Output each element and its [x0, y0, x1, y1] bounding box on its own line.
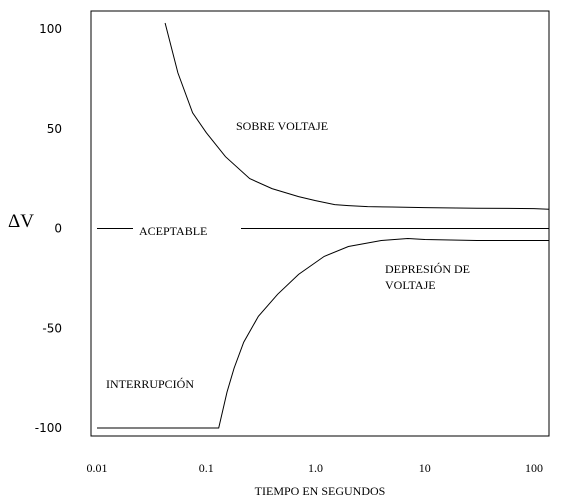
x-tick-label: 0.1: [199, 461, 214, 475]
x-tick-label: 100: [525, 461, 543, 475]
x-tick-label: 1.0: [308, 461, 323, 475]
over-voltage-curve: [164, 22, 550, 210]
y-tick-label: -100: [35, 421, 62, 435]
x-tick-label: 10: [419, 461, 431, 475]
annotation-acceptable: ACEPTABLE: [139, 224, 207, 238]
y-tick-label: 0: [54, 222, 62, 236]
plot-frame: [90, 10, 550, 437]
x-tick-label: 0.01: [87, 461, 108, 475]
annotation-voltage-sag-line2: VOLTAJE: [385, 278, 436, 292]
y-tick-label: 100: [39, 22, 62, 36]
y-tick-label: 50: [47, 122, 62, 136]
y-tick-label: -50: [42, 321, 62, 335]
voltage-sag-curve: [97, 237, 549, 429]
acceptable-label-bg: [133, 221, 241, 239]
annotation-interruption: INTERRUPCIÓN: [106, 377, 194, 391]
annotation-over-voltage: SOBRE VOLTAJE: [236, 119, 328, 133]
annotation-voltage-sag-line1: DEPRESIÓN DE: [385, 262, 470, 276]
y-axis-label: ΔV: [8, 211, 34, 232]
x-axis-label: TIEMPO EN SEGUNDOS: [255, 484, 386, 498]
